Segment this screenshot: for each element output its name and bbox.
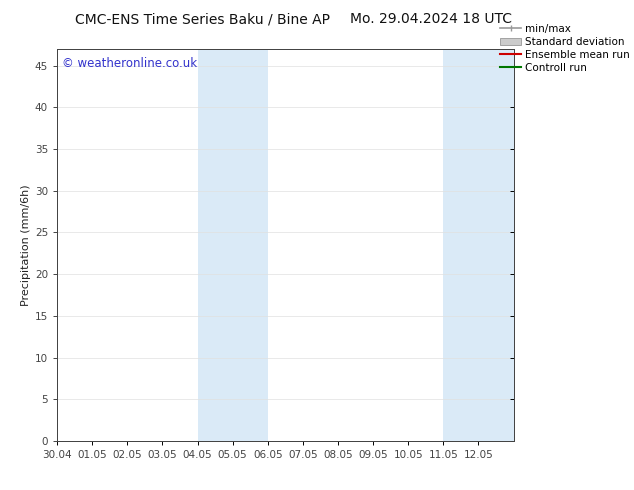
Bar (443, 49, 514, 441)
Text: CMC-ENS Time Series Baku / Bine AP: CMC-ENS Time Series Baku / Bine AP (75, 12, 330, 26)
Text: Mo. 29.04.2024 18 UTC: Mo. 29.04.2024 18 UTC (350, 12, 512, 26)
Bar (198, 49, 268, 441)
Y-axis label: Precipitation (mm/6h): Precipitation (mm/6h) (21, 184, 30, 306)
Text: © weatheronline.co.uk: © weatheronline.co.uk (61, 57, 197, 70)
Legend: min/max, Standard deviation, Ensemble mean run, Controll run: min/max, Standard deviation, Ensemble me… (496, 20, 634, 77)
